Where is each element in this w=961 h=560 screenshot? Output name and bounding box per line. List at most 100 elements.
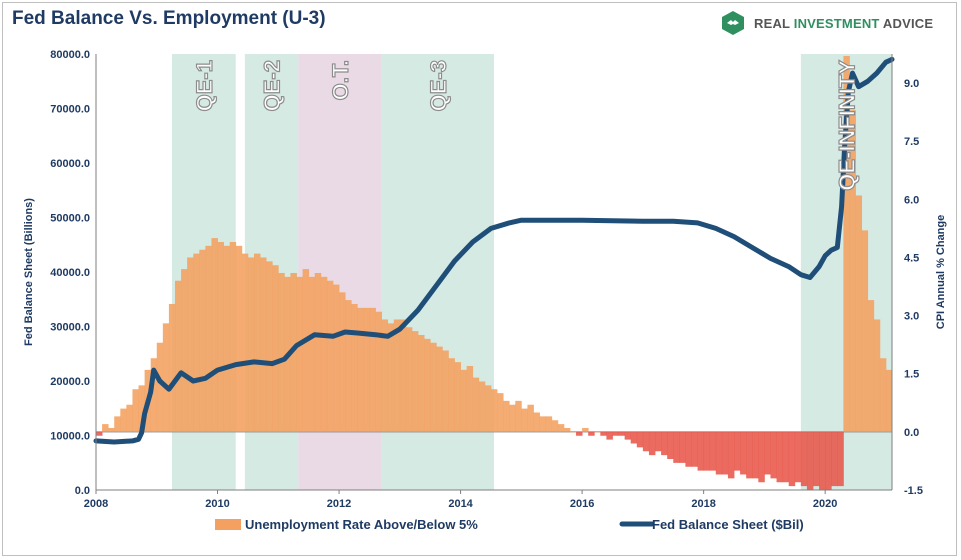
unemployment-bar [709,431,717,471]
period-label: QE-2 [260,60,285,111]
fed-balance-line-group [93,56,895,445]
unemployment-bar [831,431,838,487]
unemployment-bar [636,431,644,448]
unemployment-bar [497,393,504,432]
unemployment-bar [351,303,358,432]
left-tick-label: 40000.0 [50,267,90,279]
unemployment-bar [181,269,188,432]
left-tick-label: 80000.0 [50,49,90,61]
unemployment-bar [326,280,334,432]
unemployment-bar [138,385,146,432]
unemployment-bar [667,431,674,459]
unemployment-bar [691,431,698,467]
unemployment-bar [472,377,480,432]
x-tick-label: 2016 [570,498,594,510]
unemployment-bar [703,431,711,471]
unemployment-bar [411,331,419,432]
unemployment-bar [734,431,741,471]
unemployment-bar [308,276,316,432]
unemployment-bar [174,280,182,432]
unemployment-bar [150,358,158,432]
unemployment-bar [551,420,559,432]
right-tick-label: 3.0 [904,311,919,323]
unemployment-bar [241,253,249,432]
unemployment-bar [563,427,571,432]
legend-swatch-unemployment [215,519,241,530]
unemployment-bar [727,431,735,479]
unemployment-bar [782,431,790,483]
x-tick-label: 2020 [813,498,837,510]
unemployment-bar [855,195,863,432]
legend-label-unemployment: Unemployment Rate Above/Below 5% [245,517,478,532]
unemployment-bar [843,55,850,432]
unemployment-bar [442,350,449,432]
unemployment-bar [217,241,225,432]
unemployment-bar [466,365,474,432]
chart-title: Fed Balance Vs. Employment (U-3) [12,8,326,29]
unemployment-bar [503,400,510,432]
unemployment-bar [187,257,194,432]
left-tick-label: 70000.0 [50,104,90,116]
fed-balance-line [93,56,895,445]
right-axis-title: CPI Annual % Change [935,215,947,330]
unemployment-bar [673,431,680,463]
unemployment-bar [399,319,407,432]
unemployment-bar [606,431,613,440]
unemployment-bar [715,431,723,475]
unemployment-bar [369,307,376,432]
left-tick-label: 60000.0 [50,158,90,170]
unemployment-bar [199,249,206,432]
unemployment-bar [618,431,626,436]
unemployment-bar [393,319,401,432]
unemployment-bar [484,385,492,432]
unemployment-bar [800,431,808,487]
unemployment-bar [296,276,303,432]
unemployment-bar [557,424,565,432]
x-tick-label: 2018 [691,498,715,510]
unemployment-bar [509,404,516,432]
period-label: QE-INFINITY [834,60,859,191]
right-tick-label: 0.0 [904,427,919,439]
eagle-logo-icon [722,11,744,35]
unemployment-bar [813,431,820,487]
unemployment-bar [873,319,881,432]
unemployment-bar [339,292,346,432]
unemployment-bar [490,389,498,432]
unemployment-bar [375,311,382,432]
legend-label-fed-balance: Fed Balance Sheet ($Bil) [652,517,804,532]
unemployment-bar [788,431,796,487]
unemployment-bar [837,431,844,487]
right-tick-label: -1.5 [904,485,923,497]
unemployment-bar [205,245,212,432]
unemployment-bar [478,381,486,432]
unemployment-bar [223,245,231,432]
left-tick-label: 10000.0 [50,431,90,443]
unemployment-bar [430,342,437,432]
unemployment-bar [126,404,133,432]
unemployment-bar [418,334,425,432]
unemployment-bar [424,338,431,432]
left-axis-title: Fed Balance Sheet (Billions) [23,198,35,346]
unemployment-bar [156,342,164,432]
right-tick-label: 1.5 [904,369,919,381]
axes: 0.0 10000.0 20000.0 30000.0 40000.0 50000.0 60… [23,49,947,510]
legend: Unemployment Rate Above/Below 5% Fed Bala… [215,517,804,532]
unemployment-bar [381,319,389,432]
unemployment-bar [363,307,370,432]
unemployment-bar [752,431,759,479]
unemployment-bar [332,284,340,432]
unemployment-bar [612,431,619,436]
unemployment-bar [642,431,650,452]
unemployment-bar [436,346,443,432]
x-tick-label: 2014 [448,498,473,510]
unemployment-bar [849,110,856,432]
unemployment-bar [624,431,632,440]
right-tick-label: 7.5 [904,136,919,148]
unemployment-bar [108,427,115,432]
unemployment-bar [879,358,887,432]
unemployment-bar [721,431,729,475]
period-label: O.T. [328,60,353,100]
unemployment-bar [867,300,875,432]
